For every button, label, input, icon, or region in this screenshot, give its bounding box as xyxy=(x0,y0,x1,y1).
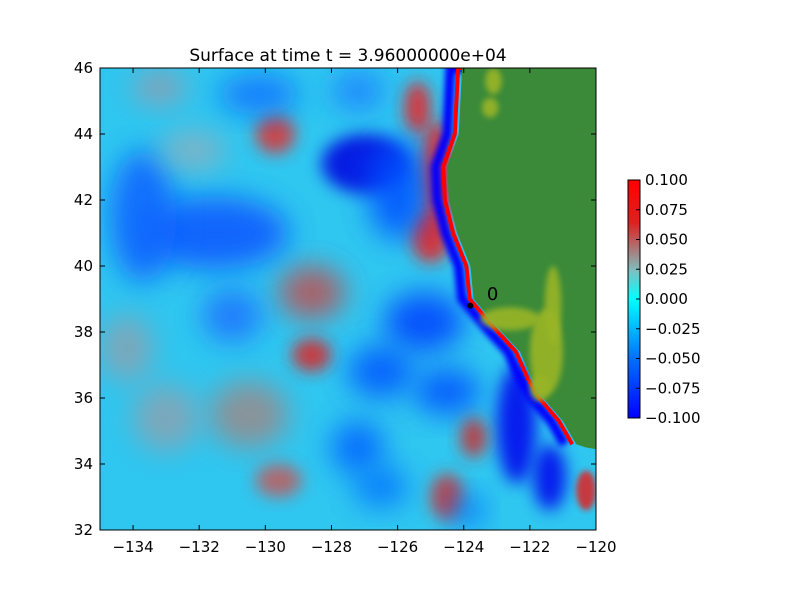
field-blob xyxy=(414,368,481,415)
field-blob xyxy=(331,71,385,111)
field-blob xyxy=(202,289,263,342)
y-tick-label: 44 xyxy=(74,125,93,143)
field-blob xyxy=(450,493,484,527)
field-blob xyxy=(278,266,345,319)
colorbar-tick-label: 0.025 xyxy=(645,260,688,278)
field-blob xyxy=(109,150,177,283)
highland-patch xyxy=(480,307,540,331)
gauge-marker xyxy=(467,302,474,309)
x-tick-label: −130 xyxy=(245,538,286,556)
field-blob xyxy=(576,470,596,511)
field-blob xyxy=(219,74,299,115)
field-blob xyxy=(133,384,200,451)
colorbar-tick-label: −0.050 xyxy=(645,350,701,368)
y-tick-label: 42 xyxy=(74,191,93,209)
colorbar-tick-label: 0.100 xyxy=(645,171,688,189)
gauge-label: 0 xyxy=(487,284,498,305)
y-tick-label: 32 xyxy=(74,521,93,539)
x-tick-label: −132 xyxy=(179,538,220,556)
field-blob xyxy=(255,114,296,154)
highland-area xyxy=(480,68,563,402)
field-blob xyxy=(384,292,464,352)
field-blob xyxy=(533,444,567,511)
colorbar-tick-label: 0.050 xyxy=(645,231,688,249)
field-blob xyxy=(348,345,415,398)
highland-patch xyxy=(481,97,499,118)
colorbar: 0.100 0.075 0.050 0.025 0.000 −0.025 −0.050 −0.… xyxy=(627,171,701,427)
field-blob xyxy=(142,196,289,270)
x-tick-label: −120 xyxy=(575,538,616,556)
colorbar-tick-label: 0.000 xyxy=(645,290,688,308)
field-blob xyxy=(291,338,332,372)
x-tick-label: −126 xyxy=(377,538,418,556)
field-blob xyxy=(255,464,302,497)
x-axis: −134 −132 −130 −128 −126 −124 −122 −120 xyxy=(112,68,617,556)
colorbar-ticks: 0.100 0.075 0.050 0.025 0.000 −0.025 −0.050 −0.… xyxy=(636,171,701,427)
colorbar-tick-label: −0.100 xyxy=(645,409,701,427)
y-tick-label: 38 xyxy=(74,323,93,341)
y-tick-label: 34 xyxy=(74,455,93,473)
field-blob xyxy=(404,81,431,134)
field-blob xyxy=(354,467,408,507)
y-axis: 32 34 36 38 40 42 44 46 xyxy=(74,59,596,539)
x-tick-label: −134 xyxy=(112,538,153,556)
field-blob xyxy=(133,71,186,105)
coastal-band-blue xyxy=(430,68,585,447)
field-blob xyxy=(209,381,289,448)
y-tick-label: 36 xyxy=(74,389,93,407)
highland-patch xyxy=(529,374,550,402)
colorbar-tick-label: −0.075 xyxy=(645,379,701,397)
plot-area xyxy=(100,68,596,530)
colorbar-tick-label: 0.075 xyxy=(645,201,688,219)
x-tick-label: −124 xyxy=(443,538,484,556)
plot-frame xyxy=(99,67,597,531)
field-blob xyxy=(159,130,226,171)
field-blob xyxy=(331,421,385,474)
x-tick-label: −122 xyxy=(509,538,550,556)
y-tick-label: 46 xyxy=(74,59,93,77)
field-blob xyxy=(460,417,487,458)
chart-title: Surface at time t = 3.96000000e+04 xyxy=(189,46,506,66)
field-blob xyxy=(367,140,428,240)
highland-patch xyxy=(544,266,562,346)
y-tick-label: 40 xyxy=(74,257,93,275)
colorbar-tick-label: −0.025 xyxy=(645,320,701,338)
x-tick-label: −128 xyxy=(311,538,352,556)
field-blob xyxy=(100,315,153,382)
highland-patch xyxy=(485,68,502,95)
surface-field xyxy=(100,71,596,527)
